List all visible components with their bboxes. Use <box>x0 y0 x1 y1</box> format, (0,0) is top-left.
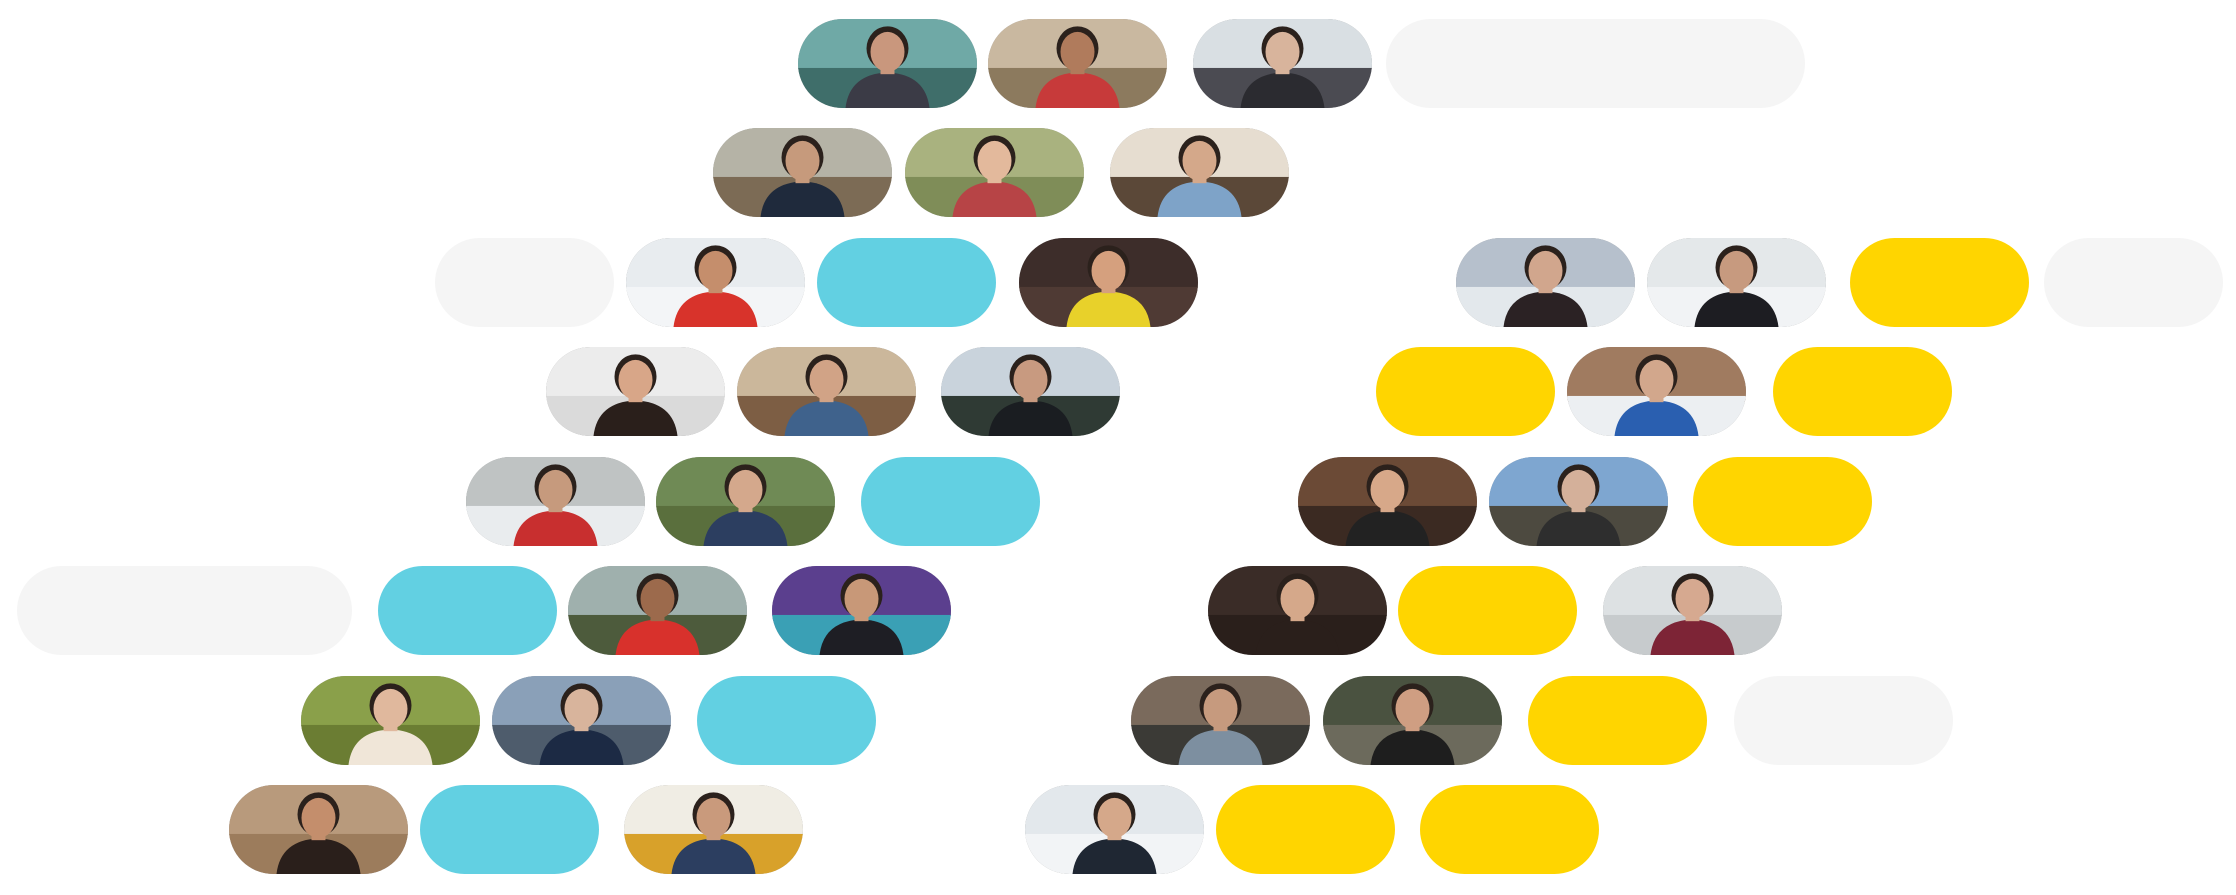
man-with-guitar-photo <box>737 347 916 436</box>
blank-placeholder-pill <box>2044 238 2223 327</box>
blank-placeholder-pill <box>435 238 614 327</box>
person-before-mountains-photo <box>1647 238 1826 327</box>
blank-placeholder-pill <box>1734 676 1953 765</box>
cyan-placeholder-pill <box>861 457 1040 546</box>
yellow-placeholder-pill <box>1420 785 1599 874</box>
yellow-placeholder-pill <box>1773 347 1952 436</box>
cyan-placeholder-pill <box>697 676 876 765</box>
blank-placeholder-pill <box>17 566 352 655</box>
woman-in-knit-hat-photo <box>905 128 1084 217</box>
person-in-helmet-on-snow-photo <box>1567 347 1746 436</box>
woman-by-tree-photo <box>656 457 835 546</box>
cyan-placeholder-pill <box>420 785 599 874</box>
yellow-placeholder-pill <box>1693 457 1872 546</box>
cyan-placeholder-pill <box>378 566 557 655</box>
man-with-dog-photo <box>1603 566 1782 655</box>
yellow-placeholder-pill <box>1376 347 1555 436</box>
yellow-placeholder-pill <box>1398 566 1577 655</box>
man-in-dry-grass-photo <box>229 785 408 874</box>
woman-by-canal-photo <box>492 676 671 765</box>
woman-by-winter-lake-photo <box>1456 238 1635 327</box>
blank-placeholder-pill <box>1386 19 1805 108</box>
bearded-man-outdoors-photo <box>1489 457 1668 546</box>
smiling-woman-by-rock-photo <box>1323 676 1502 765</box>
hiker-by-lake-photo <box>1131 676 1310 765</box>
yellow-placeholder-pill <box>1216 785 1395 874</box>
woman-on-horse-photo <box>568 566 747 655</box>
person-in-hoodie-by-lake-photo <box>798 19 977 108</box>
man-in-mountain-forest-photo <box>941 347 1120 436</box>
older-man-portrait-photo <box>1298 457 1477 546</box>
man-at-desk-photo <box>1110 128 1289 217</box>
woman-in-bamboo-photo <box>301 676 480 765</box>
cyan-placeholder-pill <box>817 238 996 327</box>
woman-with-robot-photo <box>624 785 803 874</box>
yellow-placeholder-pill <box>1850 238 2029 327</box>
person-under-trees-photo <box>713 128 892 217</box>
yellow-placeholder-pill <box>1528 676 1707 765</box>
man-in-yellow-jacket-photo <box>1019 238 1198 327</box>
woman-at-window-photo <box>1193 19 1372 108</box>
man-in-snowy-woods-photo <box>466 457 645 546</box>
man-in-winter-hood-photo <box>1025 785 1204 874</box>
person-on-snowy-bench-photo <box>626 238 805 327</box>
man-with-mural-photo <box>772 566 951 655</box>
man-close-portrait-photo <box>1208 566 1387 655</box>
woman-under-lights-photo <box>988 19 1167 108</box>
smiling-woman-portrait-photo <box>546 347 725 436</box>
